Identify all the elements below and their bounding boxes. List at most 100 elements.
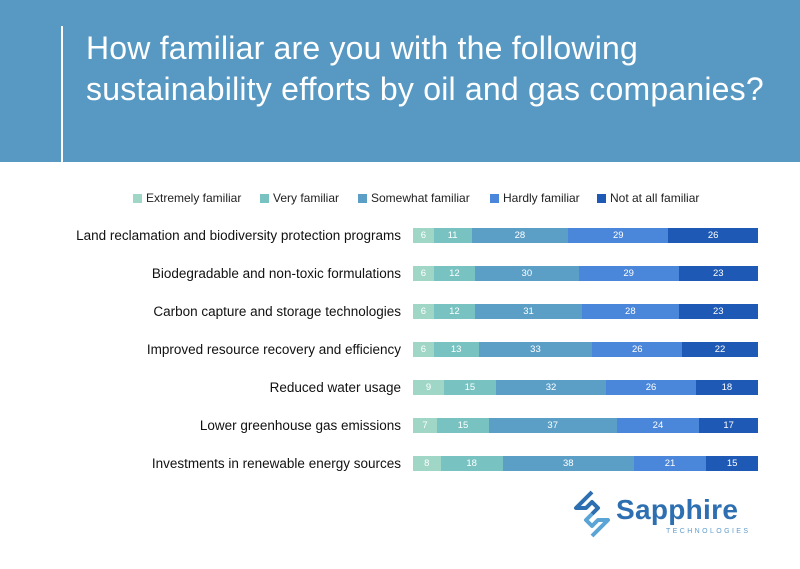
data-label: 15 xyxy=(457,420,469,431)
category-label: Land reclamation and biodiversity protec… xyxy=(76,227,401,243)
data-label: 29 xyxy=(623,268,634,279)
bar-segment-somewhat-familiar: 37 xyxy=(488,418,617,433)
data-label: 32 xyxy=(545,382,557,393)
data-label: 26 xyxy=(707,230,719,241)
data-label: 7 xyxy=(422,420,428,431)
bar-segment-not-at-all-familiar: 23 xyxy=(678,304,758,319)
category-label: Reduced water usage xyxy=(269,379,401,395)
bar-segment-not-at-all-familiar: 15 xyxy=(706,456,758,471)
bar-segment-extremely-familiar: 6 xyxy=(413,228,434,243)
data-label: 33 xyxy=(530,344,541,355)
data-label: 23 xyxy=(713,306,724,317)
data-label: 8 xyxy=(424,458,430,469)
legend-item-not-at-all-familiar: Not at all familiar xyxy=(597,188,699,208)
legend-swatch xyxy=(597,193,606,203)
data-label: 6 xyxy=(420,344,426,355)
page-title: How familiar are you with the following … xyxy=(86,30,764,107)
sapphire-logo-icon xyxy=(574,490,610,538)
category-label: Improved resource recovery and efficienc… xyxy=(146,341,401,357)
company-logo: Sapphire TECHNOLOGIES xyxy=(570,488,750,544)
data-label: 15 xyxy=(464,382,476,393)
legend-label: Not at all familiar xyxy=(610,191,700,205)
data-label: 11 xyxy=(447,230,458,241)
legend-swatch xyxy=(490,193,499,203)
category-label: Biodegradable and non-toxic formulations xyxy=(151,265,401,281)
legend-swatch xyxy=(358,193,367,203)
bar-segment-hardly-familiar: 26 xyxy=(606,380,696,395)
bar-segment-hardly-familiar: 21 xyxy=(633,456,707,471)
bar-segment-somewhat-familiar: 38 xyxy=(502,456,634,471)
chart-legend: Extremely familiar Very familiar Somewhat … xyxy=(0,188,800,208)
bar-segment-not-at-all-familiar: 17 xyxy=(699,418,758,433)
logo-wordmark: Sapphire xyxy=(616,494,739,525)
bar-segment-very-familiar: 13 xyxy=(433,342,479,357)
legend-item-somewhat-familiar: Somewhat familiar xyxy=(358,188,470,208)
category-label: Lower greenhouse gas emissions xyxy=(199,417,401,433)
data-label: 18 xyxy=(721,382,733,393)
data-label: 22 xyxy=(714,344,726,355)
data-label: 23 xyxy=(713,268,724,279)
data-label: 6 xyxy=(420,268,426,279)
data-label: 29 xyxy=(612,230,624,241)
bar-segment-hardly-familiar: 28 xyxy=(582,304,679,319)
data-label: 6 xyxy=(420,306,426,317)
legend-item-hardly-familiar: Hardly familiar xyxy=(490,188,580,208)
bar-segment-hardly-familiar: 29 xyxy=(568,228,669,243)
data-label: 37 xyxy=(547,420,558,431)
data-label: 17 xyxy=(723,420,734,431)
bar-segment-somewhat-familiar: 28 xyxy=(471,228,569,243)
data-label: 6 xyxy=(420,230,426,241)
data-label: 12 xyxy=(449,268,460,279)
bar-segment-somewhat-familiar: 31 xyxy=(475,304,583,319)
data-label: 28 xyxy=(514,230,526,241)
bar-segment-extremely-familiar: 7 xyxy=(413,418,438,433)
legend-label: Hardly familiar xyxy=(503,191,580,205)
data-label: 18 xyxy=(466,458,477,469)
bar-segment-not-at-all-familiar: 26 xyxy=(668,228,758,243)
bar-segment-very-familiar: 15 xyxy=(444,380,496,395)
data-label: 26 xyxy=(631,344,643,355)
data-label: 30 xyxy=(521,268,533,279)
bar-segment-very-familiar: 18 xyxy=(440,456,503,471)
bar-segment-hardly-familiar: 24 xyxy=(616,418,700,433)
logo-tagline: TECHNOLOGIES xyxy=(666,528,751,535)
legend-item-very-familiar: Very familiar xyxy=(260,188,339,208)
bar-segment-very-familiar: 15 xyxy=(437,418,489,433)
legend-item-extremely-familiar: Extremely familiar xyxy=(133,188,241,208)
header-accent-rule xyxy=(61,26,63,162)
category-label: Investments in renewable energy sources xyxy=(151,455,401,471)
data-label: 24 xyxy=(652,420,664,431)
header-banner: How familiar are you with the following … xyxy=(0,0,800,162)
bar-segment-very-familiar: 12 xyxy=(433,266,476,281)
legend-label: Somewhat familiar xyxy=(371,191,470,205)
data-label: 28 xyxy=(625,306,636,317)
bar-segment-very-familiar: 12 xyxy=(433,304,476,319)
data-label: 38 xyxy=(562,458,574,469)
bar-segment-somewhat-familiar: 32 xyxy=(495,380,607,395)
bar-segment-very-familiar: 11 xyxy=(433,228,472,243)
bar-segment-not-at-all-familiar: 18 xyxy=(695,380,758,395)
data-label: 13 xyxy=(450,344,462,355)
legend-swatch xyxy=(133,193,142,203)
bar-segment-extremely-familiar: 9 xyxy=(413,380,445,395)
bar-segment-not-at-all-familiar: 22 xyxy=(682,342,758,357)
legend-label: Very familiar xyxy=(273,191,340,205)
bar-segment-extremely-familiar: 6 xyxy=(413,304,434,319)
bar-segment-somewhat-familiar: 33 xyxy=(478,342,593,357)
category-label: Carbon capture and storage technologies xyxy=(153,303,401,319)
data-label: 15 xyxy=(726,458,738,469)
data-label: 9 xyxy=(425,382,432,393)
bar-segment-extremely-familiar: 6 xyxy=(413,266,434,281)
data-label: 12 xyxy=(449,306,460,317)
bar-segment-hardly-familiar: 26 xyxy=(592,342,683,357)
legend-swatch xyxy=(260,193,269,203)
legend-label: Extremely familiar xyxy=(146,191,242,205)
bar-segment-hardly-familiar: 29 xyxy=(578,266,679,281)
bar-segment-somewhat-familiar: 30 xyxy=(475,266,579,281)
data-label: 31 xyxy=(523,306,534,317)
bar-segment-not-at-all-familiar: 23 xyxy=(678,266,758,281)
data-label: 21 xyxy=(664,458,676,469)
bar-segment-extremely-familiar: 8 xyxy=(413,456,441,471)
bar-segment-extremely-familiar: 6 xyxy=(413,342,434,357)
